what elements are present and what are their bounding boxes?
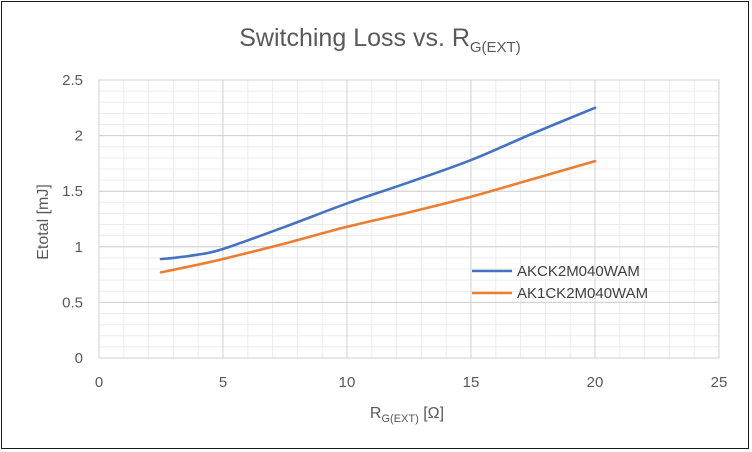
- y-tick-label: 1.5: [62, 183, 83, 200]
- series-line-1: [159, 106, 597, 261]
- x-tick-label: 20: [587, 374, 604, 391]
- y-tick-label: 1: [75, 239, 83, 256]
- chart-title: Switching Loss vs. RG(EXT): [239, 24, 520, 56]
- series-lines: [159, 106, 597, 274]
- y-tick-label: 2: [75, 128, 83, 145]
- x-axis-label: RG(EXT) [Ω]: [370, 405, 444, 425]
- legend: AKCK2M040WAM AK1CK2M040WAM: [472, 263, 648, 302]
- x-tick-label: 10: [339, 374, 356, 391]
- legend-label-1: AKCK2M040WAM: [517, 263, 640, 280]
- x-tick-label: 15: [463, 374, 480, 391]
- series-line-2: [159, 159, 597, 274]
- minor-gridlines: [99, 80, 719, 358]
- y-axis-label: Etotal [mJ]: [35, 184, 52, 260]
- x-axis-ticks: 0 5 10 15 20 25: [95, 374, 728, 391]
- y-axis-ticks: 0 0.5 1 1.5 2 2.5: [62, 72, 83, 367]
- major-gridlines: [98, 79, 720, 359]
- x-tick-label: 25: [711, 374, 728, 391]
- x-axis-label-suffix: [Ω]: [419, 405, 444, 422]
- plot-border: [98, 79, 720, 359]
- y-tick-label: 2.5: [62, 72, 83, 89]
- chart-title-main: Switching Loss vs. R: [239, 24, 470, 52]
- x-axis-label-subscript: G(EXT): [381, 413, 418, 425]
- legend-label-2: AK1CK2M040WAM: [517, 285, 648, 302]
- x-tick-label: 0: [95, 374, 103, 391]
- y-tick-label: 0: [75, 350, 83, 367]
- plot-area: [98, 79, 720, 359]
- x-axis-label-main: R: [370, 405, 382, 422]
- y-tick-label: 0.5: [62, 294, 83, 311]
- chart-title-subscript: G(EXT): [470, 39, 521, 56]
- x-tick-label: 5: [219, 374, 227, 391]
